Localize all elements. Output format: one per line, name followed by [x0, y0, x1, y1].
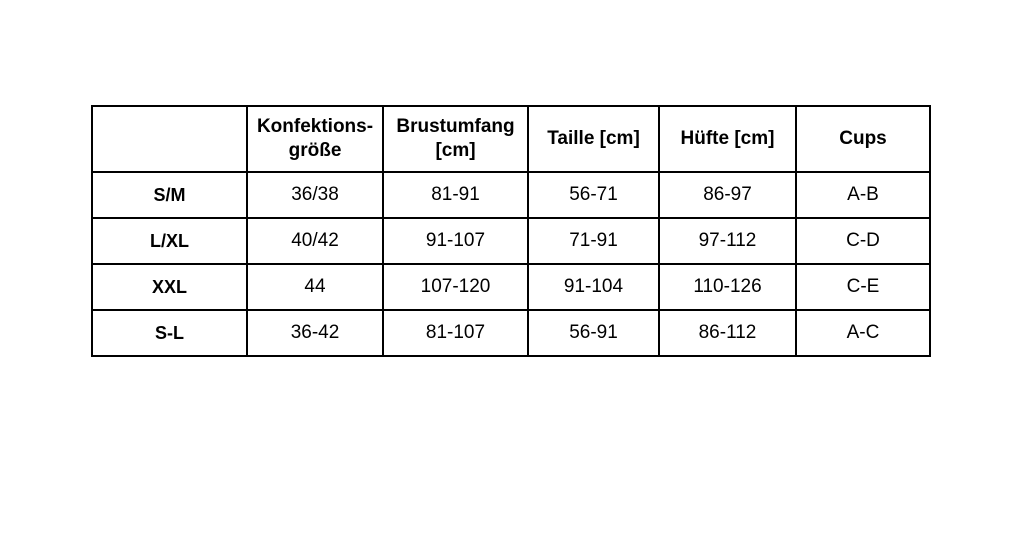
- table-row-lxl: L/XL 40/42 91-107 71-91 97-112 C-D: [91, 217, 931, 265]
- table-cell: 110-126: [658, 263, 797, 311]
- table-cell: 91-107: [382, 217, 529, 265]
- table-cell: C-E: [795, 263, 931, 311]
- row-label: L/XL: [91, 217, 248, 265]
- table-cell: 44: [246, 263, 384, 311]
- table-cell: A-C: [795, 309, 931, 357]
- table-cell: 81-91: [382, 171, 529, 219]
- table-cell: 91-104: [527, 263, 660, 311]
- table-cell: 86-97: [658, 171, 797, 219]
- table-cell: 36-42: [246, 309, 384, 357]
- table-cell: 81-107: [382, 309, 529, 357]
- size-chart-container: Konfektions- größe Brustumfang [cm] Tail…: [91, 105, 931, 357]
- row-label: XXL: [91, 263, 248, 311]
- table-cell: 107-120: [382, 263, 529, 311]
- column-header-cups: Cups: [795, 105, 931, 173]
- table-cell: 36/38: [246, 171, 384, 219]
- column-header-konfektionsgroesse: Konfektions- größe: [246, 105, 384, 173]
- size-chart-table: Konfektions- größe Brustumfang [cm] Tail…: [91, 105, 931, 357]
- column-header-huefte: Hüfte [cm]: [658, 105, 797, 173]
- column-header-empty: [91, 105, 248, 173]
- header-row: Konfektions- größe Brustumfang [cm] Tail…: [91, 105, 931, 173]
- column-header-brustumfang: Brustumfang [cm]: [382, 105, 529, 173]
- table-cell: 56-71: [527, 171, 660, 219]
- table-cell: C-D: [795, 217, 931, 265]
- table-cell: 71-91: [527, 217, 660, 265]
- table-row-sl: S-L 36-42 81-107 56-91 86-112 A-C: [91, 309, 931, 357]
- table-row-sm: S/M 36/38 81-91 56-71 86-97 A-B: [91, 171, 931, 219]
- table-row-xxl: XXL 44 107-120 91-104 110-126 C-E: [91, 263, 931, 311]
- table-cell: 56-91: [527, 309, 660, 357]
- row-label: S/M: [91, 171, 248, 219]
- table-cell: 97-112: [658, 217, 797, 265]
- row-label: S-L: [91, 309, 248, 357]
- column-header-taille: Taille [cm]: [527, 105, 660, 173]
- table-cell: A-B: [795, 171, 931, 219]
- table-cell: 40/42: [246, 217, 384, 265]
- table-cell: 86-112: [658, 309, 797, 357]
